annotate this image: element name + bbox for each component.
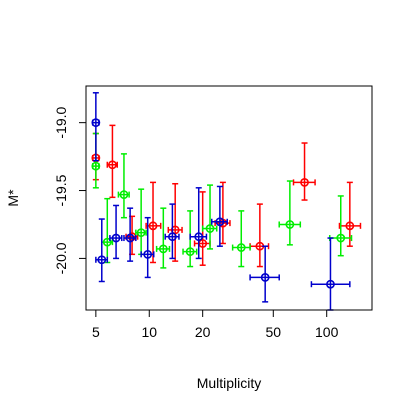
point-marker <box>91 161 101 171</box>
data-point <box>231 210 251 268</box>
plot-frame <box>85 85 373 311</box>
point-marker <box>167 232 177 242</box>
data-point <box>201 184 218 250</box>
points-layer <box>91 92 362 311</box>
x-axis-label: Multiplicity <box>197 375 262 391</box>
data-point <box>101 197 114 264</box>
data-point <box>211 185 228 247</box>
x-tick-label: 100 <box>315 324 339 340</box>
data-point <box>106 124 118 199</box>
point-marker <box>215 217 225 227</box>
data-point <box>338 181 362 247</box>
point-marker <box>285 220 295 229</box>
data-point <box>123 207 137 262</box>
point-marker <box>236 243 246 252</box>
point-marker <box>143 249 153 259</box>
point-marker <box>194 232 204 242</box>
data-point <box>167 182 183 262</box>
x-tick-label: 10 <box>141 324 157 340</box>
data-point <box>214 181 231 245</box>
x-tick-label: 20 <box>195 324 211 340</box>
point-marker <box>345 221 355 231</box>
point-marker <box>119 190 129 200</box>
point-marker <box>97 255 107 265</box>
y-axis: -19.0 -19.5 -20.0 <box>53 106 87 274</box>
data-point <box>164 203 180 260</box>
y-tick-label: -19.0 <box>53 106 69 138</box>
point-marker <box>260 273 270 282</box>
point-marker <box>108 160 117 170</box>
y-tick-label: -20.0 <box>53 242 69 274</box>
data-point <box>155 207 171 269</box>
data-point <box>249 245 280 303</box>
data-point <box>278 180 302 246</box>
point-marker <box>326 279 335 289</box>
x-tick-label: 5 <box>92 324 100 340</box>
data-point <box>95 218 109 283</box>
point-marker <box>185 247 195 257</box>
data-point <box>145 181 162 264</box>
y-axis-label: M* <box>5 189 21 207</box>
data-point <box>117 153 130 219</box>
data-point <box>292 142 316 201</box>
series-3 <box>91 92 351 311</box>
series-2 <box>91 132 353 269</box>
point-marker <box>125 233 135 243</box>
data-point <box>91 92 101 162</box>
x-tick-label: 50 <box>266 324 282 340</box>
point-marker <box>158 244 168 254</box>
data-point <box>140 216 155 279</box>
point-marker <box>205 224 215 233</box>
data-point <box>109 204 123 260</box>
series-1 <box>91 124 362 268</box>
point-marker <box>148 221 158 231</box>
point-marker <box>136 228 146 238</box>
point-marker <box>111 233 121 243</box>
point-marker <box>91 118 101 128</box>
point-marker <box>336 233 346 243</box>
point-marker <box>300 177 309 187</box>
data-point <box>189 187 208 260</box>
data-point <box>310 237 351 311</box>
point-marker <box>102 237 112 247</box>
y-tick-label: -19.5 <box>53 174 69 206</box>
data-point <box>135 188 147 256</box>
x-axis: 5 10 20 50 100 <box>92 309 339 340</box>
